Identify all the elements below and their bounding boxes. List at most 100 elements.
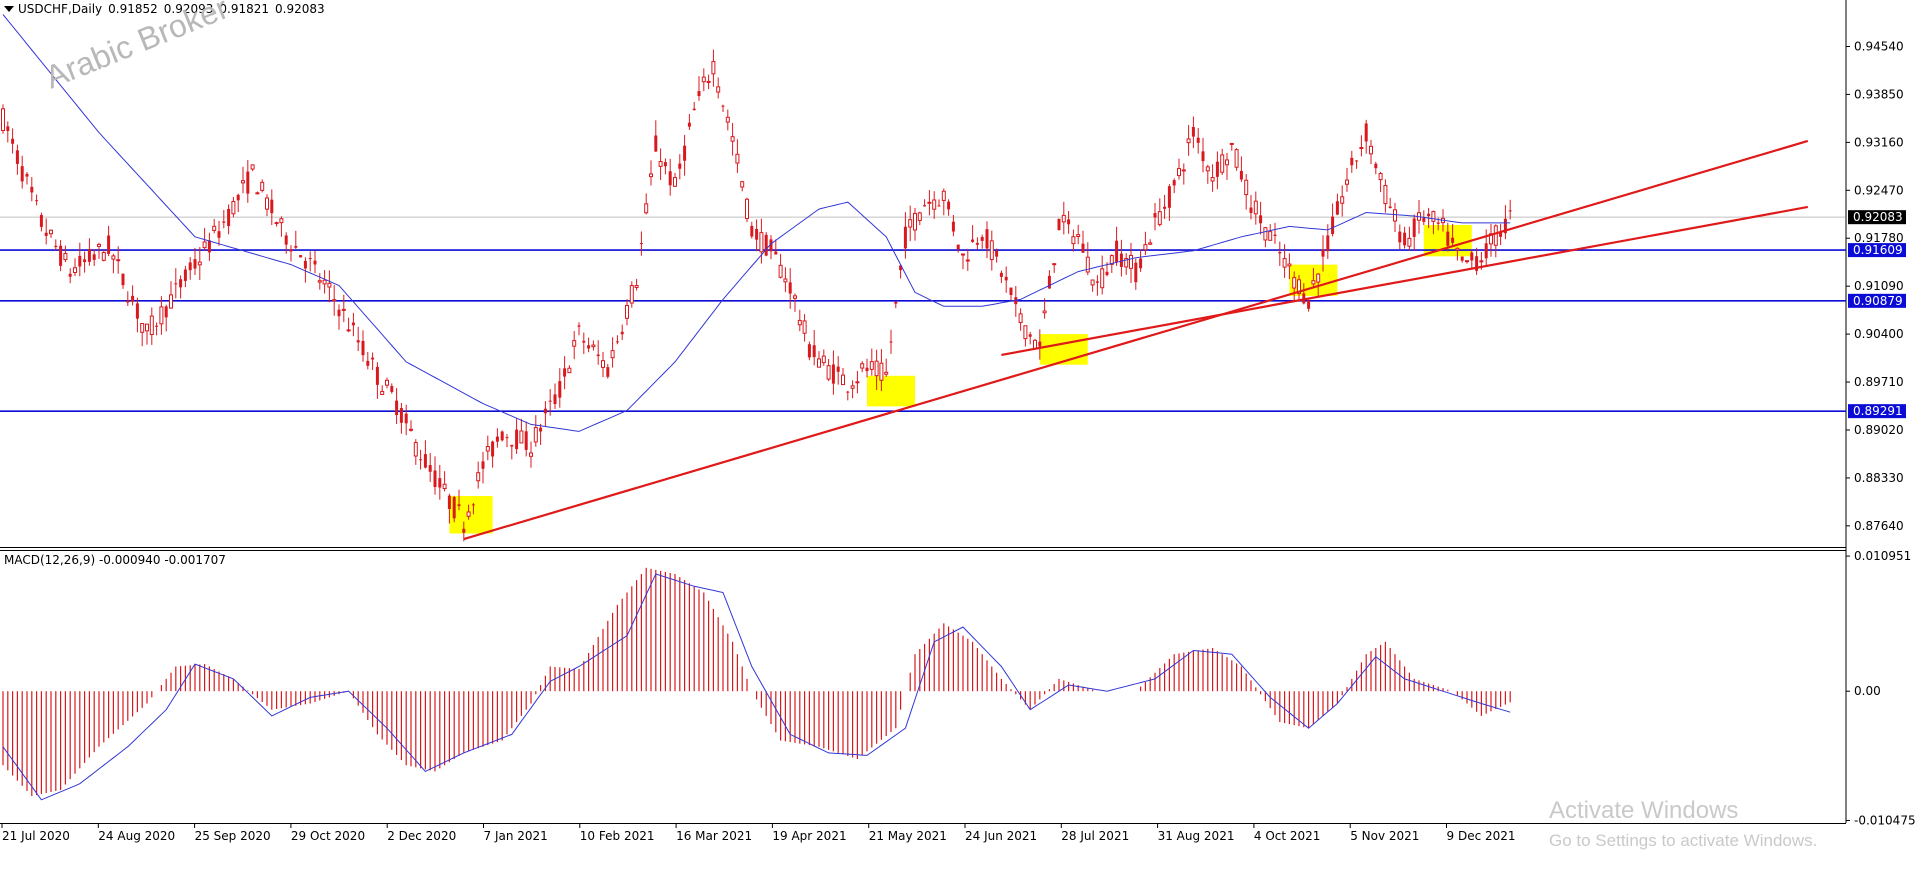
candle — [692, 102, 696, 111]
candle — [212, 218, 217, 234]
candle — [121, 273, 125, 289]
price-tick-label: 0.88330 — [1854, 471, 1904, 485]
candle — [629, 281, 634, 308]
candle — [1307, 299, 1311, 312]
candle-body-down — [1508, 210, 1512, 212]
candle-body-up — [1340, 196, 1345, 204]
candle-body-down — [423, 454, 427, 468]
candle — [1470, 250, 1474, 270]
candle — [183, 265, 187, 288]
candle-body-down — [313, 260, 317, 265]
candle — [980, 234, 984, 249]
candle — [30, 177, 34, 202]
candle-body-up — [476, 472, 481, 482]
candle-body-down — [1503, 218, 1507, 234]
candle-body-down — [481, 461, 485, 469]
candle-body-down — [11, 138, 15, 144]
candle-body-down — [543, 408, 547, 414]
candle — [606, 363, 610, 379]
candle-body-down — [351, 322, 355, 326]
candle-body-up — [1090, 279, 1095, 286]
candle-body-up — [149, 315, 154, 336]
candle-body-down — [836, 366, 840, 372]
candle — [1177, 158, 1181, 180]
candle-body-up — [855, 381, 860, 384]
time-tick-label: 29 Oct 2020 — [291, 829, 365, 843]
candle — [591, 340, 596, 351]
candle-body-up — [1177, 168, 1181, 177]
candle — [126, 291, 130, 306]
candle — [495, 428, 499, 448]
candle — [1042, 298, 1047, 319]
candle-body-down — [299, 255, 303, 258]
candle-body-down — [371, 357, 375, 360]
candle-body-down — [462, 528, 466, 533]
candle-body-down — [1115, 240, 1119, 263]
candle — [899, 264, 903, 279]
candle-body-down — [495, 436, 499, 442]
dropdown-triangle-icon[interactable] — [4, 6, 14, 12]
candle — [35, 194, 39, 206]
candle — [1119, 239, 1123, 277]
candle-body-down — [155, 325, 159, 327]
candle-body-down — [615, 341, 619, 343]
candle-body-down — [1095, 281, 1099, 283]
candle — [1191, 116, 1195, 149]
candle-body-down — [1403, 232, 1407, 246]
candle — [1335, 193, 1339, 216]
candle-body-up — [745, 198, 749, 219]
candle — [965, 248, 970, 271]
candle — [927, 190, 932, 216]
candle-body-up — [826, 365, 831, 380]
candle-body-down — [308, 258, 312, 260]
candle-body-up — [1465, 260, 1469, 263]
candle-body-down — [356, 340, 360, 343]
candle — [1229, 142, 1234, 151]
candle-body-up — [1018, 313, 1023, 324]
candle — [1196, 127, 1200, 154]
time-tick-label: 19 Apr 2021 — [772, 829, 846, 843]
candle-body-down — [894, 301, 898, 304]
candle — [390, 383, 394, 394]
candle-body-up — [716, 86, 721, 93]
candle-body-up — [913, 212, 917, 231]
candle-body-up — [917, 212, 922, 222]
trendline — [463, 139, 1809, 541]
candle-body-down — [399, 408, 403, 423]
time-tick-label: 4 Oct 2021 — [1254, 829, 1321, 843]
candle — [644, 193, 649, 215]
candle — [961, 253, 965, 270]
time-tick-label: 16 Mar 2021 — [676, 829, 752, 843]
candle-body-down — [284, 235, 288, 245]
candle — [1167, 184, 1171, 221]
candle — [678, 154, 682, 180]
activate-subtitle: Go to Settings to activate Windows. — [1549, 831, 1818, 850]
candle — [1057, 218, 1061, 231]
candle — [294, 230, 298, 249]
candle-body-down — [1499, 232, 1503, 237]
candle — [1134, 258, 1138, 290]
candle-body-down — [1321, 249, 1325, 257]
candle-body-up — [1253, 200, 1258, 215]
candle-body-up — [231, 200, 236, 215]
candle — [274, 221, 279, 227]
candle — [270, 189, 274, 226]
candle — [558, 368, 562, 408]
candle-body-up — [529, 452, 533, 457]
candle-body-down — [639, 242, 643, 244]
candle — [164, 304, 168, 332]
macd-tick-label: -0.010475 — [1854, 813, 1915, 827]
candle-body-up — [1431, 211, 1436, 222]
candle-body-up — [1479, 260, 1484, 263]
candle-body-down — [179, 279, 183, 288]
candle-body-up — [711, 61, 716, 75]
candle-body-up — [1061, 214, 1066, 223]
candle — [855, 370, 860, 394]
candle-body-down — [831, 364, 835, 384]
time-tick-label: 5 Nov 2021 — [1350, 829, 1419, 843]
price-tick-label: 0.90400 — [1854, 327, 1904, 341]
candle — [774, 239, 778, 255]
candle — [1364, 119, 1368, 154]
